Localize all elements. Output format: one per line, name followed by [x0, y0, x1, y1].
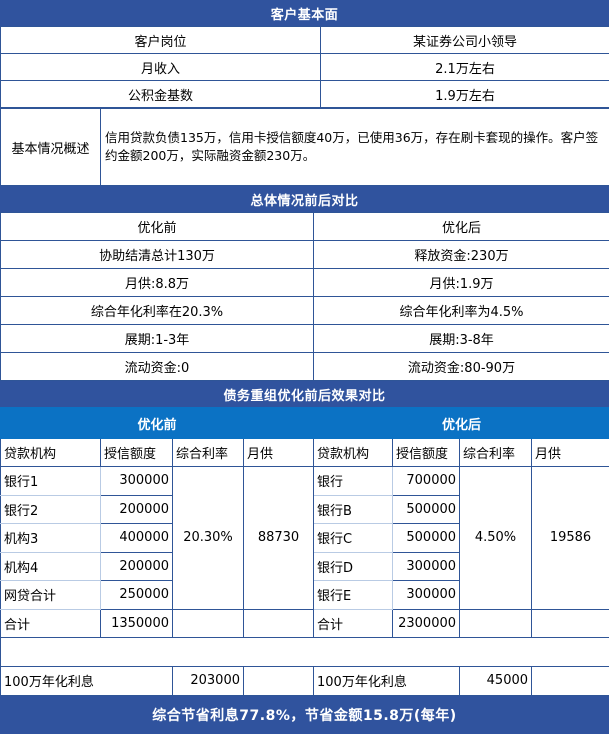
- before-credit-1: 200000: [101, 495, 173, 524]
- col-header-credit-before: 授信额度: [101, 439, 173, 467]
- basic-summary-text: 信用贷款负债135万，信用卡授信额度40万，已使用36万，存在刷卡套现的操作。客…: [101, 109, 609, 186]
- debt-header-after: 优化后: [314, 408, 609, 439]
- after-interest-label: 100万年化利息: [314, 666, 460, 695]
- table-header-row: 优化前 优化后: [1, 213, 609, 241]
- section-title-basic: 客户基本面: [0, 0, 609, 26]
- footer-savings-banner: 综合节省利息77.8%，节省金额15.8万(每年): [0, 696, 609, 734]
- before-total-monthly-empty: [244, 609, 314, 638]
- debt-subheader-row: 优化前 优化后: [1, 408, 609, 439]
- overall-after-2: 综合年化利率为4.5%: [314, 297, 609, 325]
- debt-total-row: 合计 1350000 合计 2300000: [1, 609, 609, 638]
- before-interest-empty: [244, 666, 314, 695]
- overall-after-0: 释放资金:230万: [314, 241, 609, 269]
- after-institution-3: 银行D: [314, 552, 393, 581]
- overall-before-4: 流动资金:0: [1, 353, 314, 381]
- before-credit-4: 250000: [101, 581, 173, 610]
- before-total-label: 合计: [1, 609, 101, 638]
- basic-label-2: 公积金基数: [1, 81, 321, 108]
- basic-label-0: 客户岗位: [1, 27, 321, 54]
- table-row: 展期:1-3年 展期:3-8年: [1, 325, 609, 353]
- overall-after-4: 流动资金:80-90万: [314, 353, 609, 381]
- debt-spacer-row: [1, 638, 609, 667]
- col-header-institution-before: 贷款机构: [1, 439, 101, 467]
- after-credit-2: 500000: [393, 524, 460, 553]
- basic-summary-table: 基本情况概述 信用贷款负债135万，信用卡授信额度40万，已使用36万，存在刷卡…: [0, 108, 609, 186]
- financial-comparison-sheet: 客户基本面 客户岗位 某证券公司小领导 月收入 2.1万左右 公积金基数 1.9…: [0, 0, 609, 683]
- overall-before-0: 协助结清总计130万: [1, 241, 314, 269]
- basic-value-2: 1.9万左右: [321, 81, 609, 108]
- overall-after-1: 月供:1.9万: [314, 269, 609, 297]
- overall-after-3: 展期:3-8年: [314, 325, 609, 353]
- before-institution-1: 银行2: [1, 495, 101, 524]
- basic-summary-label: 基本情况概述: [1, 109, 101, 186]
- col-header-rate-after: 综合利率: [460, 439, 532, 467]
- debt-restructure-table: 优化前 优化后 贷款机构 授信额度 综合利率 月供 贷款机构 授信额度 综合利率…: [0, 407, 609, 696]
- after-total-label: 合计: [314, 609, 393, 638]
- after-monthly: 19586: [532, 467, 609, 610]
- after-institution-4: 银行E: [314, 581, 393, 610]
- before-credit-0: 300000: [101, 467, 173, 496]
- before-interest-label: 100万年化利息: [1, 666, 173, 695]
- col-header-credit-after: 授信额度: [393, 439, 460, 467]
- basic-value-1: 2.1万左右: [321, 54, 609, 81]
- before-institution-0: 银行1: [1, 467, 101, 496]
- before-credit-3: 200000: [101, 552, 173, 581]
- overall-before-2: 综合年化利率在20.3%: [1, 297, 314, 325]
- after-total-credit: 2300000: [393, 609, 460, 638]
- section-title-debt: 债务重组优化前后效果对比: [0, 381, 609, 407]
- col-header-monthly-after: 月供: [532, 439, 609, 467]
- before-institution-2: 机构3: [1, 524, 101, 553]
- debt-header-before: 优化前: [1, 408, 314, 439]
- after-institution-0: 银行: [314, 467, 393, 496]
- table-row: 综合年化利率在20.3% 综合年化利率为4.5%: [1, 297, 609, 325]
- col-header-rate-before: 综合利率: [173, 439, 244, 467]
- table-row: 客户岗位 某证券公司小领导: [1, 27, 609, 54]
- after-interest-empty: [532, 666, 609, 695]
- table-row: 协助结清总计130万 释放资金:230万: [1, 241, 609, 269]
- after-interest-value: 45000: [460, 666, 532, 695]
- basic-label-1: 月收入: [1, 54, 321, 81]
- after-institution-1: 银行B: [314, 495, 393, 524]
- after-credit-3: 300000: [393, 552, 460, 581]
- after-credit-0: 700000: [393, 467, 460, 496]
- overall-before-3: 展期:1-3年: [1, 325, 314, 353]
- before-rate: 20.30%: [173, 467, 244, 610]
- overall-before-1: 月供:8.8万: [1, 269, 314, 297]
- before-institution-4: 网贷合计: [1, 581, 101, 610]
- basic-value-0: 某证券公司小领导: [321, 27, 609, 54]
- debt-interest-row: 100万年化利息 203000 100万年化利息 45000: [1, 666, 609, 695]
- section-title-overall: 总体情况前后对比: [0, 186, 609, 212]
- after-credit-1: 500000: [393, 495, 460, 524]
- col-header-monthly-before: 月供: [244, 439, 314, 467]
- after-total-rate-empty: [460, 609, 532, 638]
- table-row: 月供:8.8万 月供:1.9万: [1, 269, 609, 297]
- table-row: 月收入 2.1万左右: [1, 54, 609, 81]
- before-total-rate-empty: [173, 609, 244, 638]
- basic-info-table: 客户岗位 某证券公司小领导 月收入 2.1万左右 公积金基数 1.9万左右: [0, 26, 609, 108]
- table-row: 基本情况概述 信用贷款负债135万，信用卡授信额度40万，已使用36万，存在刷卡…: [1, 109, 609, 186]
- before-credit-2: 400000: [101, 524, 173, 553]
- after-institution-2: 银行C: [314, 524, 393, 553]
- after-total-monthly-empty: [532, 609, 609, 638]
- table-row: 流动资金:0 流动资金:80-90万: [1, 353, 609, 381]
- overall-header-after: 优化后: [314, 213, 609, 241]
- overall-header-before: 优化前: [1, 213, 314, 241]
- table-row: 公积金基数 1.9万左右: [1, 81, 609, 108]
- before-total-credit: 1350000: [101, 609, 173, 638]
- overall-comparison-table: 优化前 优化后 协助结清总计130万 释放资金:230万 月供:8.8万 月供:…: [0, 212, 609, 381]
- before-monthly: 88730: [244, 467, 314, 610]
- debt-column-header-row: 贷款机构 授信额度 综合利率 月供 贷款机构 授信额度 综合利率 月供: [1, 439, 609, 467]
- after-credit-4: 300000: [393, 581, 460, 610]
- before-interest-value: 203000: [173, 666, 244, 695]
- col-header-institution-after: 贷款机构: [314, 439, 393, 467]
- before-institution-3: 机构4: [1, 552, 101, 581]
- table-row: 银行1 300000 20.30% 88730 银行 700000 4.50% …: [1, 467, 609, 496]
- spacer-cell: [1, 638, 609, 667]
- after-rate: 4.50%: [460, 467, 532, 610]
